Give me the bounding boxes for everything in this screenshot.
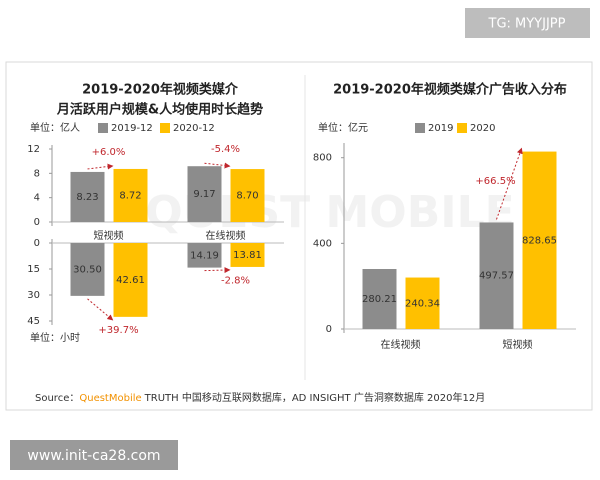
value-label: 240.34 xyxy=(405,298,440,309)
bar xyxy=(113,243,148,317)
bar xyxy=(362,269,397,329)
bar xyxy=(70,171,105,222)
bar xyxy=(230,243,265,267)
y-tick-label: 4 xyxy=(34,193,40,204)
value-label: 13.81 xyxy=(233,250,262,261)
bar xyxy=(405,277,440,329)
x-tick-label: 在线视频 xyxy=(206,229,246,242)
change-arrow xyxy=(87,298,114,321)
change-arrow xyxy=(87,163,114,170)
bar xyxy=(113,168,148,222)
legend-swatch xyxy=(415,123,425,133)
y-tick-label: 400 xyxy=(313,238,332,249)
y-tick-label: 12 xyxy=(27,144,40,155)
tag-box xyxy=(465,8,590,38)
tag-text: TG: MYYJJPP xyxy=(488,17,566,32)
x-tick-label: 短视频 xyxy=(94,229,124,242)
source: Source：QuestMobile TRUTH 中国移动互联网数据库，AD IN… xyxy=(35,391,485,404)
legend-swatch xyxy=(160,123,170,133)
annotation: +66.5% xyxy=(475,176,515,187)
legend-label: 2020-12 xyxy=(173,123,215,134)
y-tick-label: 30 xyxy=(27,290,40,301)
source-brand: QuestMobile xyxy=(79,393,141,404)
y-tick-label: 800 xyxy=(313,153,332,164)
change-arrow xyxy=(204,267,231,274)
chart-subtitle: 月活跃用户规模&人均使用时长趋势 xyxy=(56,102,263,118)
value-label: 14.19 xyxy=(190,250,219,261)
url-text: www.init-ca28.com xyxy=(27,448,160,464)
legend-label: 2019 xyxy=(428,123,453,134)
y-tick-label: 0 xyxy=(326,324,332,335)
source-label: Source： xyxy=(35,393,79,404)
annotation: +6.0% xyxy=(92,147,126,158)
value-label: 30.50 xyxy=(73,264,102,275)
chart-title: 2019-2020年视频类媒介广告收入分布 xyxy=(333,82,567,98)
value-label: 828.65 xyxy=(522,235,557,246)
y-tick-label: 45 xyxy=(27,316,40,327)
bar xyxy=(230,169,265,222)
unit-label: 单位：小时 xyxy=(30,331,80,344)
unit-label: 单位：亿人 xyxy=(30,121,80,134)
legend-label: 2020 xyxy=(470,123,495,134)
y-tick-label: 0 xyxy=(34,217,40,228)
annotation: +39.7% xyxy=(98,325,138,336)
y-tick-label: 8 xyxy=(34,168,40,179)
annotation: -5.4% xyxy=(211,144,240,155)
y-tick-label: 15 xyxy=(27,264,40,275)
value-label: 280.21 xyxy=(362,294,397,305)
value-label: 497.57 xyxy=(479,271,514,282)
change-arrow xyxy=(496,147,523,220)
chart-title: 2019-2020年视频类媒介 xyxy=(82,82,239,98)
change-arrow xyxy=(204,162,231,169)
bar xyxy=(70,243,105,296)
y-tick-label: 0 xyxy=(34,238,40,249)
source-text: TRUTH 中国移动互联网数据库，AD INSIGHT 广告洞察数据库 2020… xyxy=(144,391,486,404)
x-tick-label: 在线视频 xyxy=(381,338,421,351)
annotation: -2.8% xyxy=(221,276,250,287)
value-label: 9.17 xyxy=(193,189,215,200)
bar xyxy=(187,166,222,222)
bar xyxy=(187,243,222,268)
x-tick-label: 短视频 xyxy=(503,338,533,351)
unit-label: 单位：亿元 xyxy=(318,121,368,134)
value-label: 8.70 xyxy=(236,191,258,202)
bar xyxy=(522,151,557,329)
legend-swatch xyxy=(457,123,467,133)
value-label: 8.72 xyxy=(119,190,141,201)
value-label: 42.61 xyxy=(116,275,145,286)
value-label: 8.23 xyxy=(76,192,98,203)
bar xyxy=(479,222,514,329)
url-box xyxy=(10,440,178,470)
legend-label: 2019-12 xyxy=(111,123,153,134)
legend-swatch xyxy=(98,123,108,133)
